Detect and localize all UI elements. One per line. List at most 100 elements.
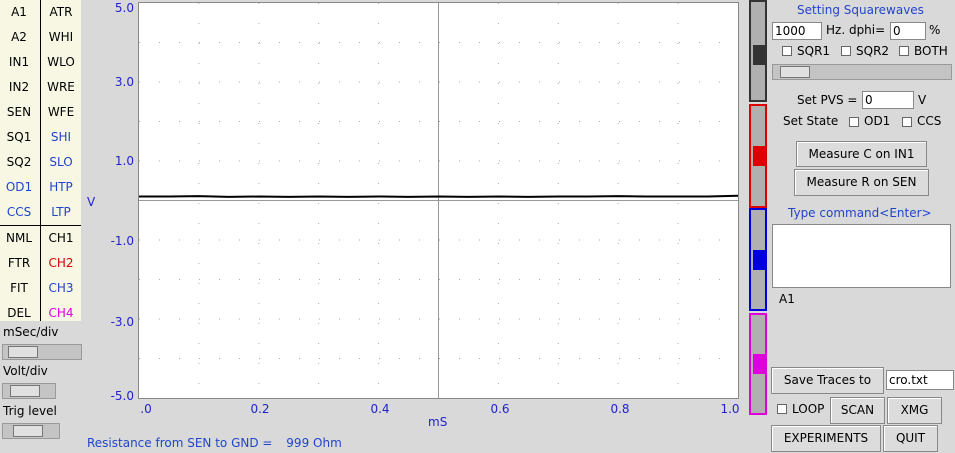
- y-tick-label: -3.0: [110, 315, 134, 329]
- squarewave-slider-thumb[interactable]: [780, 66, 811, 78]
- mode-button-wre[interactable]: WRE: [47, 80, 75, 94]
- mode-button-shi[interactable]: SHI: [50, 130, 72, 144]
- frequency-input[interactable]: 1000: [772, 22, 822, 40]
- resistance-label: Resistance from SEN to GND =: [87, 436, 273, 450]
- x-tick-label: 0.2: [250, 402, 270, 416]
- pvs-label: Set PVS =: [797, 93, 858, 107]
- channel-4-offset-slider[interactable]: [749, 313, 767, 415]
- ccs-label: CCS: [917, 114, 942, 128]
- y-tick-label: -5.0: [110, 389, 134, 403]
- x-tick-label: 0.6: [490, 402, 510, 416]
- mode-button-ch4[interactable]: CH4: [48, 306, 74, 320]
- dphi-input[interactable]: 0: [890, 22, 926, 40]
- channel-3-slider-thumb[interactable]: [753, 249, 765, 270]
- plot-canvas: [139, 3, 738, 398]
- mode-button-in1[interactable]: IN1: [8, 55, 30, 69]
- save-traces-button[interactable]: Save Traces to: [771, 367, 884, 394]
- y-tick-label: 5.0: [114, 1, 134, 15]
- xmg-button[interactable]: XMG: [887, 397, 942, 424]
- x-tick-label: 0.4: [370, 402, 390, 416]
- frequency-unit-label: Hz. dphi=: [826, 23, 886, 37]
- mode-button-slo[interactable]: SLO: [49, 155, 73, 169]
- trig-level-slider-thumb[interactable]: [13, 425, 44, 437]
- save-filename-input[interactable]: cro.txt: [886, 370, 954, 390]
- oscilloscope-plot[interactable]: [138, 2, 739, 399]
- mode-button-in2[interactable]: IN2: [8, 80, 30, 94]
- ccs-checkbox[interactable]: [902, 117, 912, 127]
- row-divider: [0, 225, 81, 226]
- x-tick-label: 0.8: [610, 402, 630, 416]
- both-label: BOTH: [914, 44, 948, 58]
- mode-button-atr[interactable]: ATR: [49, 5, 73, 19]
- sqr1-label: SQR1: [797, 44, 831, 58]
- y-tick-label: 1.0: [114, 154, 134, 168]
- channel-2-slider-thumb[interactable]: [753, 146, 765, 166]
- loop-checkbox[interactable]: [777, 404, 787, 414]
- mode-button-ch2[interactable]: CH2: [48, 256, 74, 270]
- mode-button-a2[interactable]: A2: [11, 30, 27, 44]
- y-axis-label: V: [87, 195, 96, 209]
- channel-1-offset-slider[interactable]: [749, 0, 767, 102]
- trig-level-label: Trig level: [3, 404, 57, 418]
- measure-c-button[interactable]: Measure C on IN1: [796, 141, 927, 167]
- channel-2-offset-slider[interactable]: [749, 104, 767, 208]
- mode-button-sen[interactable]: SEN: [6, 105, 32, 119]
- mode-button-del[interactable]: DEL: [7, 306, 31, 320]
- both-checkbox[interactable]: [899, 46, 909, 56]
- od1-checkbox[interactable]: [849, 117, 859, 127]
- mode-button-sq2[interactable]: SQ2: [6, 155, 32, 169]
- mode-button-sq1[interactable]: SQ1: [6, 130, 32, 144]
- mode-button-a1[interactable]: A1: [11, 5, 27, 19]
- y-tick-label: -1.0: [110, 234, 134, 248]
- command-input[interactable]: [772, 224, 951, 288]
- x-tick-label: 1.0: [720, 402, 740, 416]
- mode-button-wlo[interactable]: WLO: [47, 55, 75, 69]
- scan-button[interactable]: SCAN: [830, 397, 885, 424]
- y-tick-label: 3.0: [114, 75, 134, 89]
- volt-div-label: Volt/div: [3, 364, 48, 378]
- pvs-unit-label: V: [918, 93, 927, 107]
- command-label: Type command<Enter>: [788, 206, 932, 220]
- sqr1-checkbox[interactable]: [782, 46, 792, 56]
- quit-button[interactable]: QUIT: [883, 425, 938, 452]
- squarewave-slider[interactable]: [772, 64, 952, 80]
- experiments-button[interactable]: EXPERIMENTS: [771, 425, 881, 452]
- mode-button-ch3[interactable]: CH3: [48, 281, 74, 295]
- msec-div-slider[interactable]: [2, 344, 82, 360]
- mode-button-ch1[interactable]: CH1: [48, 231, 74, 245]
- od1-label: OD1: [864, 114, 891, 128]
- trig-level-slider[interactable]: [2, 423, 60, 439]
- squarewave-title: Setting Squarewaves: [797, 3, 924, 17]
- mode-button-ltp[interactable]: LTP: [51, 205, 71, 219]
- msec-div-label: mSec/div: [3, 325, 59, 339]
- loop-label: LOOP: [792, 402, 825, 416]
- sqr2-label: SQR2: [856, 44, 890, 58]
- pvs-input[interactable]: 0: [862, 91, 914, 109]
- volt-div-slider[interactable]: [2, 383, 56, 399]
- sqr2-checkbox[interactable]: [841, 46, 851, 56]
- channel-3-offset-slider[interactable]: [749, 208, 767, 311]
- set-state-label: Set State: [783, 114, 839, 128]
- channel-1-slider-thumb[interactable]: [753, 44, 765, 65]
- mode-button-ccs[interactable]: CCS: [6, 205, 32, 219]
- mode-button-fit[interactable]: FIT: [10, 281, 28, 295]
- mode-button-htp[interactable]: HTP: [49, 180, 73, 194]
- mode-button-wfe[interactable]: WFE: [47, 105, 75, 119]
- channel-4-slider-thumb[interactable]: [753, 354, 765, 374]
- column-divider: [40, 0, 41, 321]
- command-result: A1: [779, 292, 795, 306]
- dphi-unit-label: %: [929, 23, 941, 37]
- mode-button-od1[interactable]: OD1: [5, 180, 33, 194]
- resistance-status: Resistance from SEN to GND = 999 Ohm: [87, 436, 342, 450]
- resistance-value: 999 Ohm: [286, 436, 342, 450]
- mode-button-nml[interactable]: NML: [5, 231, 32, 245]
- trace-ch1: [139, 194, 738, 198]
- msec-div-slider-thumb[interactable]: [7, 346, 38, 358]
- left-button-panel: A1 A2 IN1 IN2 SEN SQ1 SQ2 OD1 CCS NML FTR FIT DEL AT…: [0, 0, 81, 321]
- x-tick-label: .0: [140, 402, 152, 416]
- mode-button-whi[interactable]: WHI: [48, 30, 74, 44]
- mode-button-ftr[interactable]: FTR: [7, 256, 31, 270]
- measure-r-button[interactable]: Measure R on SEN: [794, 169, 929, 196]
- volt-div-slider-thumb[interactable]: [9, 385, 40, 397]
- x-axis-label: mS: [428, 415, 448, 429]
